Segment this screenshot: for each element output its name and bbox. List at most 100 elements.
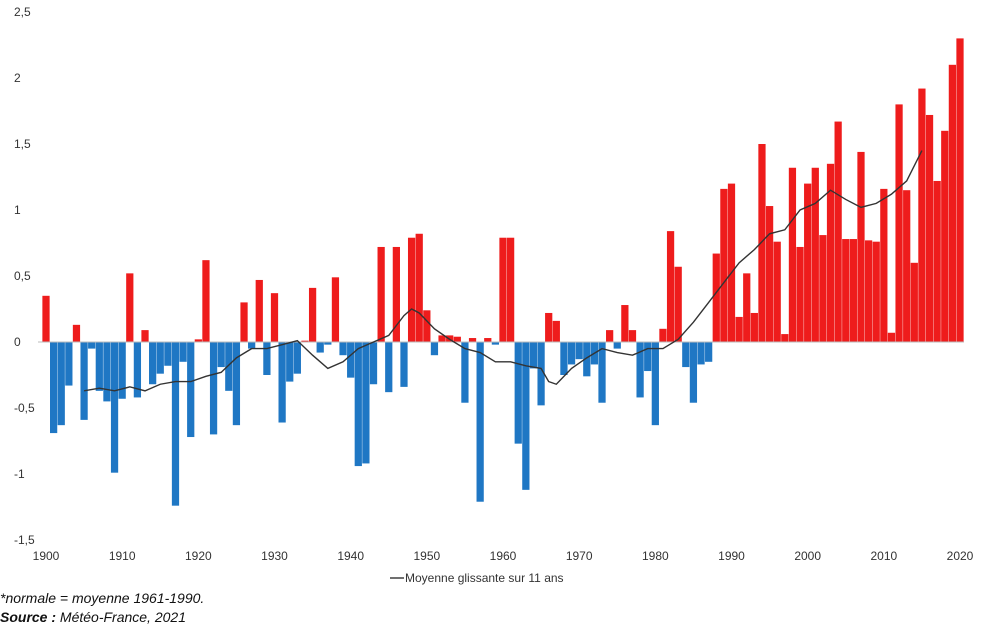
bar-1967 — [552, 320, 560, 342]
bar-2002 — [819, 235, 827, 342]
bar-1935 — [308, 287, 317, 342]
bar-1976 — [621, 305, 629, 342]
bar-2004 — [834, 121, 842, 342]
bar-1968 — [560, 342, 568, 375]
x-tick-label: 1990 — [718, 549, 745, 563]
bar-1980 — [651, 342, 659, 426]
bar-1906 — [88, 342, 96, 349]
bar-1948 — [407, 237, 416, 342]
bar-2016 — [925, 114, 934, 343]
bar-1929 — [263, 342, 271, 375]
bar-1981 — [659, 328, 667, 342]
bar-1931 — [278, 342, 286, 423]
bar-1992 — [743, 273, 751, 342]
y-tick-label: -1,5 — [14, 533, 35, 547]
y-tick-label: -0,5 — [14, 401, 35, 415]
bars — [42, 38, 964, 506]
bar-1961 — [507, 237, 515, 342]
bar-2008 — [864, 240, 873, 342]
bar-1946 — [392, 246, 400, 342]
bar-1991 — [735, 316, 743, 342]
bar-1914 — [149, 342, 157, 385]
bar-1955 — [461, 342, 469, 403]
bar-1952 — [438, 335, 446, 342]
bar-1919 — [187, 342, 195, 438]
y-tick-label: 0,5 — [14, 269, 31, 283]
bar-1911 — [126, 273, 134, 342]
bar-2005 — [842, 239, 850, 342]
bar-1920 — [194, 339, 202, 342]
bar-1901 — [50, 342, 58, 434]
bar-1954 — [453, 336, 461, 342]
bar-1947 — [400, 342, 408, 387]
bar-1986 — [697, 342, 705, 365]
chart: 2,521,510,50-0,5-1-1,5 1900 1910 1920 1930 1… — [14, 5, 974, 585]
bar-2003 — [826, 163, 835, 342]
bar-1926 — [240, 302, 248, 342]
bar-1989 — [720, 188, 728, 342]
x-tick-label: 1950 — [413, 549, 440, 563]
bar-1985 — [689, 342, 698, 403]
bar-1905 — [80, 342, 88, 420]
moving-average-line — [83, 150, 923, 392]
bar-1973 — [598, 342, 606, 403]
bar-1995 — [765, 206, 774, 342]
bar-1904 — [72, 324, 81, 342]
bar-1994 — [758, 144, 766, 342]
bar-1998 — [788, 167, 797, 342]
bar-1940 — [347, 342, 355, 378]
normale-note: *normale = moyenne 1961-1990. — [0, 590, 205, 606]
bar-1979 — [644, 342, 652, 372]
bar-2010 — [880, 188, 888, 342]
bar-1982 — [666, 231, 675, 342]
bar-2006 — [849, 239, 857, 342]
bar-1949 — [415, 233, 423, 342]
y-tick-label: 1,5 — [14, 137, 31, 151]
x-tick-label: 1930 — [261, 549, 288, 563]
bar-1958 — [484, 338, 492, 342]
bar-1997 — [781, 334, 789, 342]
bar-1975 — [613, 342, 621, 349]
bar-1944 — [377, 246, 385, 342]
x-tick-label: 2000 — [794, 549, 821, 563]
bar-1930 — [270, 293, 279, 342]
bar-1974 — [606, 330, 614, 342]
bar-1943 — [369, 342, 378, 385]
bar-2017 — [933, 180, 941, 342]
bar-1993 — [750, 312, 758, 342]
bar-1932 — [286, 342, 294, 382]
bar-2014 — [910, 262, 918, 342]
bar-1936 — [316, 342, 324, 353]
bar-1907 — [95, 342, 103, 391]
x-axis: 1900 1910 1920 1930 1940 1950 1960 1970 1980 1990… — [33, 549, 974, 563]
bar-2007 — [857, 151, 865, 342]
bar-1908 — [103, 342, 111, 402]
bar-1934 — [301, 340, 309, 342]
bar-1937 — [324, 342, 332, 345]
bar-1928 — [255, 279, 263, 342]
y-tick-label: -1 — [14, 467, 25, 481]
bar-1990 — [727, 183, 736, 342]
x-tick-label: 2010 — [870, 549, 897, 563]
x-tick-label: 1910 — [109, 549, 136, 563]
bar-2000 — [804, 183, 812, 342]
bar-1978 — [636, 342, 644, 398]
bar-1927 — [248, 342, 256, 349]
y-tick-label: 2 — [14, 71, 21, 85]
source-label: Source : — [0, 609, 57, 625]
bar-1959 — [491, 342, 500, 345]
y-axis: 2,5 2 1,5 1 0,5 0 -0,5 -1 -1,5 — [14, 5, 35, 547]
bar-1960 — [499, 237, 507, 342]
bar-1951 — [430, 342, 439, 356]
bar-1945 — [385, 342, 393, 393]
bar-1996 — [773, 241, 781, 342]
bar-1957 — [476, 342, 484, 502]
bar-1999 — [796, 246, 804, 342]
bar-1910 — [118, 342, 126, 399]
bar-1987 — [705, 342, 713, 362]
bar-1924 — [225, 342, 233, 391]
bar-2020 — [956, 38, 964, 343]
bar-1915 — [156, 342, 164, 374]
bar-1913 — [141, 330, 149, 342]
bar-1970 — [575, 342, 583, 360]
